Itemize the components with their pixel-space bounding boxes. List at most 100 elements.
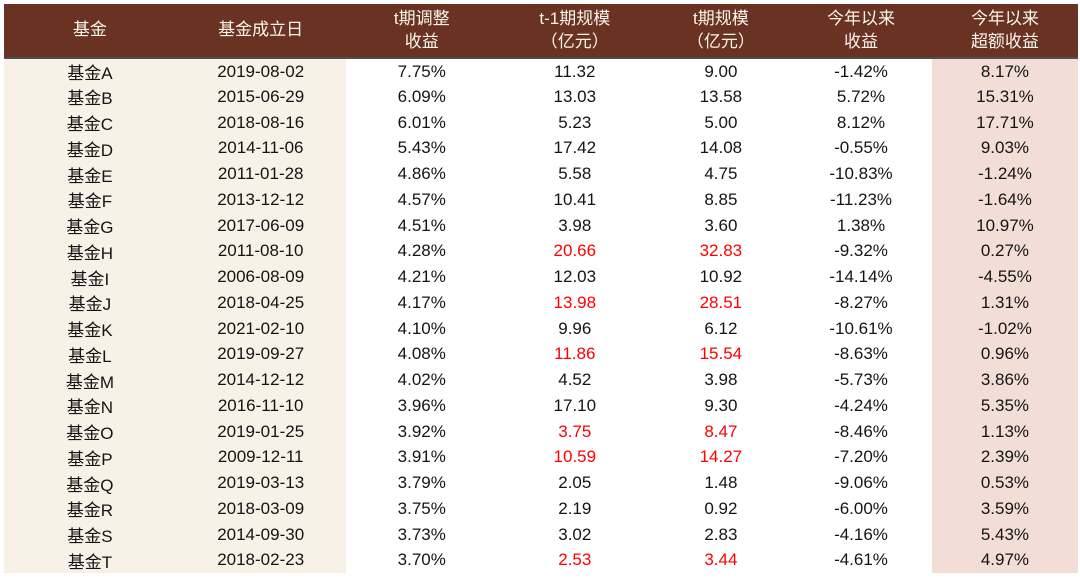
cell-t_scale: 4.75 <box>651 161 791 187</box>
cell-t_scale: 14.27 <box>651 444 791 471</box>
cell-t_scale: 13.58 <box>651 84 791 110</box>
cell-fund: 基金F <box>4 187 176 213</box>
cell-t1_scale: 17.10 <box>498 393 652 419</box>
cell-ytd_return: 8.12% <box>790 109 932 136</box>
cell-t_adj_return: 3.73% <box>345 521 499 548</box>
cell-t_adj_return: 4.51% <box>345 212 499 239</box>
cell-t_adj_return: 7.75% <box>345 58 499 84</box>
cell-t_adj_return: 4.86% <box>345 161 499 187</box>
cell-fund: 基金C <box>4 109 176 136</box>
cell-t1_scale: 3.02 <box>498 521 652 548</box>
table-row: 基金H 2011-08-10 4.28% 20.66 32.83 -9.32% 0.27% <box>4 238 1078 265</box>
table-row: 基金N 2016-11-10 3.96% 17.10 9.30 -4.24% 5.35% <box>4 393 1078 419</box>
cell-t1_scale: 11.32 <box>498 58 652 84</box>
cell-t_scale: 5.00 <box>651 109 791 136</box>
cell-t_adj_return: 4.10% <box>345 315 499 342</box>
cell-ytd_excess: 0.53% <box>931 470 1078 496</box>
cell-inception: 2018-08-16 <box>175 109 346 136</box>
cell-ytd_return: -1.42% <box>790 58 932 84</box>
cell-ytd_return: -8.27% <box>790 290 932 316</box>
table-row: 基金L 2019-09-27 4.08% 11.86 15.54 -8.63% 0.96% <box>4 341 1078 368</box>
cell-t_adj_return: 4.21% <box>345 264 499 290</box>
cell-fund: 基金T <box>4 547 176 574</box>
cell-t1_scale: 2.05 <box>498 470 652 496</box>
cell-ytd_excess: 1.31% <box>931 290 1078 316</box>
cell-t_scale: 3.44 <box>651 547 791 574</box>
cell-fund: 基金G <box>4 212 176 239</box>
cell-ytd_return: -6.00% <box>790 496 932 522</box>
cell-t1_scale: 2.19 <box>498 496 652 522</box>
cell-t_scale: 14.08 <box>651 135 791 162</box>
cell-inception: 2019-01-25 <box>175 418 346 445</box>
fund-table-header: 基金 基金成立日 t期调整 收益 t-1期规模 （亿元） t期规模 （亿元） 今年以来 收… <box>4 4 1078 59</box>
table-row: 基金E 2011-01-28 4.86% 5.58 4.75 -10.83% -1.24% <box>4 161 1078 187</box>
cell-fund: 基金O <box>4 418 176 445</box>
cell-ytd_return: 5.72% <box>790 84 932 110</box>
table-row: 基金M 2014-12-12 4.02% 4.52 3.98 -5.73% 3.86% <box>4 367 1078 393</box>
cell-t_scale: 1.48 <box>651 470 791 496</box>
cell-ytd_excess: 5.35% <box>931 393 1078 419</box>
table-row: 基金R 2018-03-09 3.75% 2.19 0.92 -6.00% 3.59% <box>4 496 1078 522</box>
cell-t_adj_return: 6.09% <box>345 84 499 110</box>
cell-t_adj_return: 4.08% <box>345 341 499 368</box>
cell-fund: 基金M <box>4 367 176 393</box>
cell-t_adj_return: 4.28% <box>345 238 499 265</box>
cell-ytd_excess: 3.59% <box>931 496 1078 522</box>
cell-t_adj_return: 4.57% <box>345 187 499 213</box>
cell-ytd_return: -4.16% <box>790 521 932 548</box>
cell-fund: 基金B <box>4 84 176 110</box>
column-header-t1_scale: t-1期规模 （亿元） <box>498 4 652 59</box>
table-row: 基金B 2015-06-29 6.09% 13.03 13.58 5.72% 15.31% <box>4 84 1078 110</box>
table-row: 基金I 2006-08-09 4.21% 12.03 10.92 -14.14% -4.55… <box>4 264 1078 290</box>
cell-t1_scale: 10.59 <box>498 444 652 471</box>
column-header-fund: 基金 <box>4 4 176 59</box>
cell-inception: 2021-02-10 <box>175 315 346 342</box>
column-header-t_adj_return: t期调整 收益 <box>345 4 499 59</box>
cell-t_adj_return: 5.43% <box>345 135 499 162</box>
cell-fund: 基金J <box>4 290 176 316</box>
cell-ytd_excess: 0.96% <box>931 341 1078 368</box>
cell-t_scale: 8.85 <box>651 187 791 213</box>
cell-t_adj_return: 4.02% <box>345 367 499 393</box>
cell-inception: 2019-03-13 <box>175 470 346 496</box>
cell-inception: 2018-04-25 <box>175 290 346 316</box>
table-row: 基金P 2009-12-11 3.91% 10.59 14.27 -7.20% 2.39% <box>4 444 1078 471</box>
table-row: 基金K 2021-02-10 4.10% 9.96 6.12 -10.61% -1.02% <box>4 315 1078 342</box>
column-header-ytd_return: 今年以来 收益 <box>790 4 932 59</box>
cell-fund: 基金S <box>4 521 176 548</box>
cell-t_adj_return: 3.79% <box>345 470 499 496</box>
cell-ytd_return: -14.14% <box>790 264 932 290</box>
cell-t_scale: 10.92 <box>651 264 791 290</box>
cell-t1_scale: 11.86 <box>498 341 652 368</box>
cell-t_adj_return: 3.96% <box>345 393 499 419</box>
cell-ytd_excess: -4.55% <box>931 264 1078 290</box>
table-row: 基金D 2014-11-06 5.43% 17.42 14.08 -0.55% 9.03% <box>4 135 1078 162</box>
table-row: 基金T 2018-02-23 3.70% 2.53 3.44 -4.61% 4.97% <box>4 547 1078 574</box>
cell-fund: 基金K <box>4 315 176 342</box>
table-row: 基金O 2019-01-25 3.92% 3.75 8.47 -8.46% 1.13% <box>4 418 1078 445</box>
cell-t_scale: 0.92 <box>651 496 791 522</box>
cell-fund: 基金N <box>4 393 176 419</box>
cell-t_scale: 28.51 <box>651 290 791 316</box>
cell-t_adj_return: 6.01% <box>345 109 499 136</box>
cell-ytd_return: -7.20% <box>790 444 932 471</box>
cell-ytd_return: -0.55% <box>790 135 932 162</box>
cell-inception: 2016-11-10 <box>175 393 346 419</box>
fund-table-body: 基金A 2019-08-02 7.75% 11.32 9.00 -1.42% 8.17% 基金… <box>4 58 1078 574</box>
cell-t_scale: 15.54 <box>651 341 791 368</box>
cell-t_scale: 32.83 <box>651 238 791 265</box>
cell-t1_scale: 5.58 <box>498 161 652 187</box>
cell-ytd_return: -8.46% <box>790 418 932 445</box>
cell-t_scale: 2.83 <box>651 521 791 548</box>
cell-ytd_excess: 8.17% <box>931 58 1078 84</box>
cell-t1_scale: 2.53 <box>498 547 652 574</box>
cell-t1_scale: 13.98 <box>498 290 652 316</box>
cell-t_scale: 9.30 <box>651 393 791 419</box>
cell-fund: 基金R <box>4 496 176 522</box>
cell-fund: 基金Q <box>4 470 176 496</box>
cell-ytd_return: -4.61% <box>790 547 932 574</box>
cell-ytd_excess: 5.43% <box>931 521 1078 548</box>
cell-inception: 2017-06-09 <box>175 212 346 239</box>
cell-fund: 基金A <box>4 58 176 84</box>
cell-t_scale: 9.00 <box>651 58 791 84</box>
